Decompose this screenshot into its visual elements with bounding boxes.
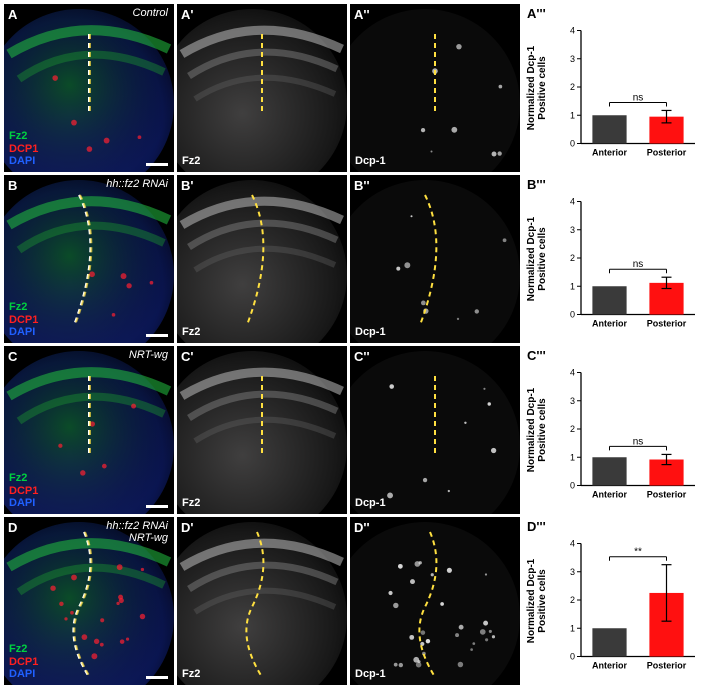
scale-bar (146, 676, 168, 679)
panel-letter: D''' (527, 519, 546, 534)
svg-text:Anterior: Anterior (592, 490, 628, 500)
scale-bar (146, 163, 168, 166)
svg-text:4: 4 (570, 26, 575, 36)
svg-text:0: 0 (570, 652, 575, 662)
bar-chart: 0 1 2 3 4 Anterior Posterior ns (559, 354, 699, 510)
svg-text:Anterior: Anterior (592, 148, 628, 158)
svg-text:0: 0 (570, 139, 575, 149)
channel-label: Fz2 (182, 668, 200, 681)
svg-text:Posterior: Posterior (647, 661, 687, 671)
channel-label: Dcp-1 (355, 155, 386, 168)
bar-chart-panel: A''' Normalized Dcp-1Positive cells 0 1 2 3 4 A… (523, 4, 703, 172)
channel-label: Dcp-1 (355, 326, 386, 339)
figure-grid: A Control Fz2DCP1DAPI A' Fz2 A'' Dcp-1 A''' No… (0, 0, 706, 689)
svg-text:2: 2 (570, 424, 575, 434)
svg-text:0: 0 (570, 310, 575, 320)
svg-text:Posterior: Posterior (647, 319, 687, 329)
genotype-label: hh::fz2 RNAi (106, 178, 168, 190)
channel-label: Fz2 (182, 326, 200, 339)
micrograph-panel: C NRT-wg Fz2DCP1DAPI (4, 346, 174, 514)
panel-letter: B (8, 178, 17, 193)
panel-letter: A'' (354, 7, 370, 22)
panel-letter: C (8, 349, 17, 364)
bar-chart-panel: D''' Normalized Dcp-1Positive cells 0 1 2 3 4 A… (523, 517, 703, 685)
channel-label: Fz2 (182, 155, 200, 168)
scale-bar (146, 334, 168, 337)
channel-labels: Fz2DCP1DAPI (9, 643, 38, 681)
bar-chart: 0 1 2 3 4 Anterior Posterior ns (559, 12, 699, 168)
svg-text:1: 1 (570, 110, 575, 120)
channel-label: Dcp-1 (355, 497, 386, 510)
micrograph-panel: A'' Dcp-1 (350, 4, 520, 172)
svg-text:ns: ns (633, 436, 644, 447)
svg-text:3: 3 (570, 396, 575, 406)
micrograph-panel: D' Fz2 (177, 517, 347, 685)
bar-chart-panel: B''' Normalized Dcp-1Positive cells 0 1 2 3 4 A… (523, 175, 703, 343)
svg-text:0: 0 (570, 481, 575, 491)
micrograph-panel: A' Fz2 (177, 4, 347, 172)
chart-ylabel: Normalized Dcp-1Positive cells (526, 199, 548, 319)
bar-chart-panel: C''' Normalized Dcp-1Positive cells 0 1 2 3 4 A… (523, 346, 703, 514)
svg-text:2: 2 (570, 253, 575, 263)
bar-chart: 0 1 2 3 4 Anterior Posterior ns (559, 183, 699, 339)
svg-text:3: 3 (570, 225, 575, 235)
channel-labels: Fz2DCP1DAPI (9, 472, 38, 510)
svg-text:4: 4 (570, 197, 575, 207)
svg-text:Anterior: Anterior (592, 319, 628, 329)
micrograph-panel: Dhh::fz2 RNAiNRT-wgFz2DCP1DAPI (4, 517, 174, 685)
bar-chart: 0 1 2 3 4 Anterior Posterior ** (559, 525, 699, 681)
svg-text:**: ** (634, 547, 642, 558)
panel-letter: A' (181, 7, 193, 22)
panel-letter: A''' (527, 6, 546, 21)
panel-letter: C''' (527, 348, 546, 363)
svg-text:ns: ns (633, 92, 644, 103)
micrograph-panel: B' Fz2 (177, 175, 347, 343)
micrograph-panel: B'' Dcp-1 (350, 175, 520, 343)
genotype-label: hh::fz2 RNAiNRT-wg (106, 520, 168, 544)
svg-text:Posterior: Posterior (647, 490, 687, 500)
svg-text:4: 4 (570, 539, 575, 549)
svg-text:1: 1 (570, 281, 575, 291)
panel-letter: D'' (354, 520, 370, 535)
panel-letter: B'' (354, 178, 370, 193)
svg-text:3: 3 (570, 567, 575, 577)
micrograph-panel: C' Fz2 (177, 346, 347, 514)
genotype-label: NRT-wg (129, 349, 168, 361)
micrograph-panel: A Control Fz2DCP1DAPI (4, 4, 174, 172)
svg-text:Posterior: Posterior (647, 148, 687, 158)
panel-letter: A (8, 7, 17, 22)
channel-labels: Fz2DCP1DAPI (9, 301, 38, 339)
svg-text:2: 2 (570, 82, 575, 92)
channel-labels: Fz2DCP1DAPI (9, 130, 38, 168)
panel-letter: D' (181, 520, 193, 535)
panel-letter: B' (181, 178, 193, 193)
chart-ylabel: Normalized Dcp-1Positive cells (526, 370, 548, 490)
channel-label: Dcp-1 (355, 668, 386, 681)
svg-text:2: 2 (570, 595, 575, 605)
svg-text:ns: ns (633, 259, 644, 270)
panel-letter: C' (181, 349, 193, 364)
panel-letter: B''' (527, 177, 546, 192)
svg-text:Anterior: Anterior (592, 661, 628, 671)
chart-ylabel: Normalized Dcp-1Positive cells (526, 541, 548, 661)
panel-letter: C'' (354, 349, 370, 364)
micrograph-panel: C'' Dcp-1 (350, 346, 520, 514)
svg-text:1: 1 (570, 452, 575, 462)
genotype-label: Control (133, 7, 168, 19)
channel-label: Fz2 (182, 497, 200, 510)
svg-text:3: 3 (570, 54, 575, 64)
panel-letter: D (8, 520, 17, 535)
chart-ylabel: Normalized Dcp-1Positive cells (526, 28, 548, 148)
svg-text:1: 1 (570, 623, 575, 633)
svg-text:4: 4 (570, 368, 575, 378)
scale-bar (146, 505, 168, 508)
micrograph-panel: Bhh::fz2 RNAiFz2DCP1DAPI (4, 175, 174, 343)
micrograph-panel: D'' Dcp-1 (350, 517, 520, 685)
